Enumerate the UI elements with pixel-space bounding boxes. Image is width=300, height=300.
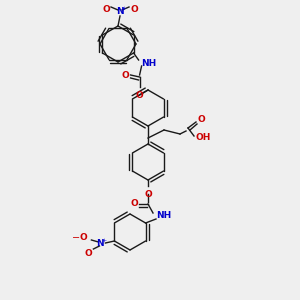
Text: O: O: [130, 4, 138, 14]
Text: NH: NH: [156, 212, 171, 220]
Text: OH: OH: [196, 134, 212, 142]
Text: −: −: [72, 233, 80, 243]
Text: O: O: [197, 116, 205, 124]
Text: N: N: [97, 239, 104, 248]
Text: +: +: [121, 7, 126, 11]
Text: +: +: [101, 238, 106, 244]
Text: O: O: [144, 190, 152, 199]
Text: O: O: [80, 233, 87, 242]
Text: O: O: [130, 200, 138, 208]
Text: O: O: [102, 4, 110, 14]
Text: NH: NH: [142, 58, 157, 68]
Text: O: O: [122, 70, 130, 80]
Text: N: N: [116, 8, 124, 16]
Text: O: O: [136, 91, 143, 100]
Text: O: O: [85, 250, 92, 259]
